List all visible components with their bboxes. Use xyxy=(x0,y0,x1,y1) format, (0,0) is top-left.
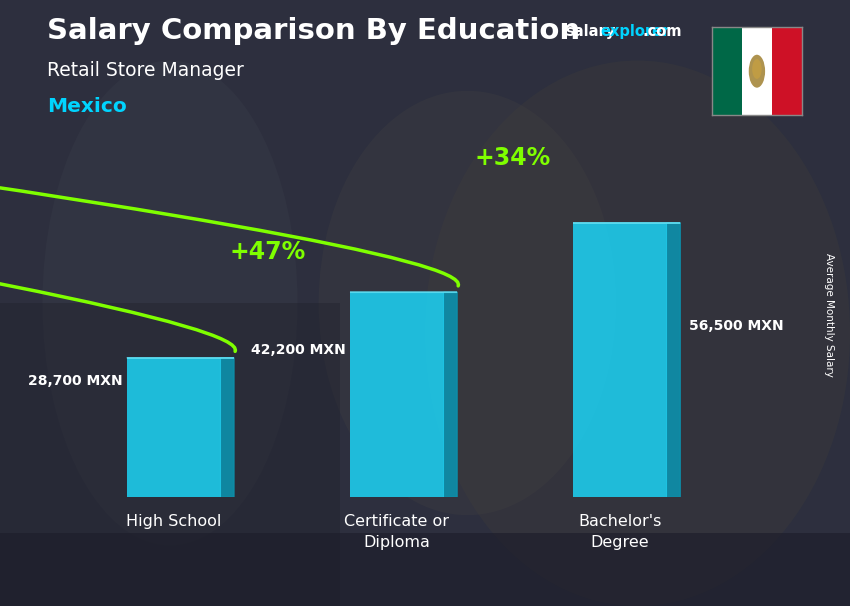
Bar xyxy=(127,358,220,497)
Ellipse shape xyxy=(749,55,765,88)
Bar xyxy=(742,27,772,115)
Ellipse shape xyxy=(42,61,298,545)
Text: +47%: +47% xyxy=(230,240,305,264)
Text: 28,700 MXN: 28,700 MXN xyxy=(28,375,122,388)
Polygon shape xyxy=(220,358,234,497)
Bar xyxy=(0,533,850,606)
Text: +34%: +34% xyxy=(475,145,551,170)
Text: explorer: explorer xyxy=(600,24,670,39)
Text: Retail Store Manager: Retail Store Manager xyxy=(47,61,244,80)
Bar xyxy=(772,27,802,115)
Bar xyxy=(350,292,444,497)
Text: Mexico: Mexico xyxy=(47,97,127,116)
Text: .com: .com xyxy=(643,24,682,39)
Bar xyxy=(573,223,666,497)
Text: Salary Comparison By Education: Salary Comparison By Education xyxy=(47,18,580,45)
Text: 42,200 MXN: 42,200 MXN xyxy=(251,342,345,356)
Polygon shape xyxy=(444,292,457,497)
Text: Average Monthly Salary: Average Monthly Salary xyxy=(824,253,834,377)
Ellipse shape xyxy=(425,61,850,606)
Text: salary: salary xyxy=(565,24,615,39)
Bar xyxy=(712,27,742,115)
Text: 56,500 MXN: 56,500 MXN xyxy=(689,319,784,333)
Ellipse shape xyxy=(319,91,616,515)
Bar xyxy=(0,303,340,606)
Polygon shape xyxy=(666,223,680,497)
Ellipse shape xyxy=(752,59,762,79)
